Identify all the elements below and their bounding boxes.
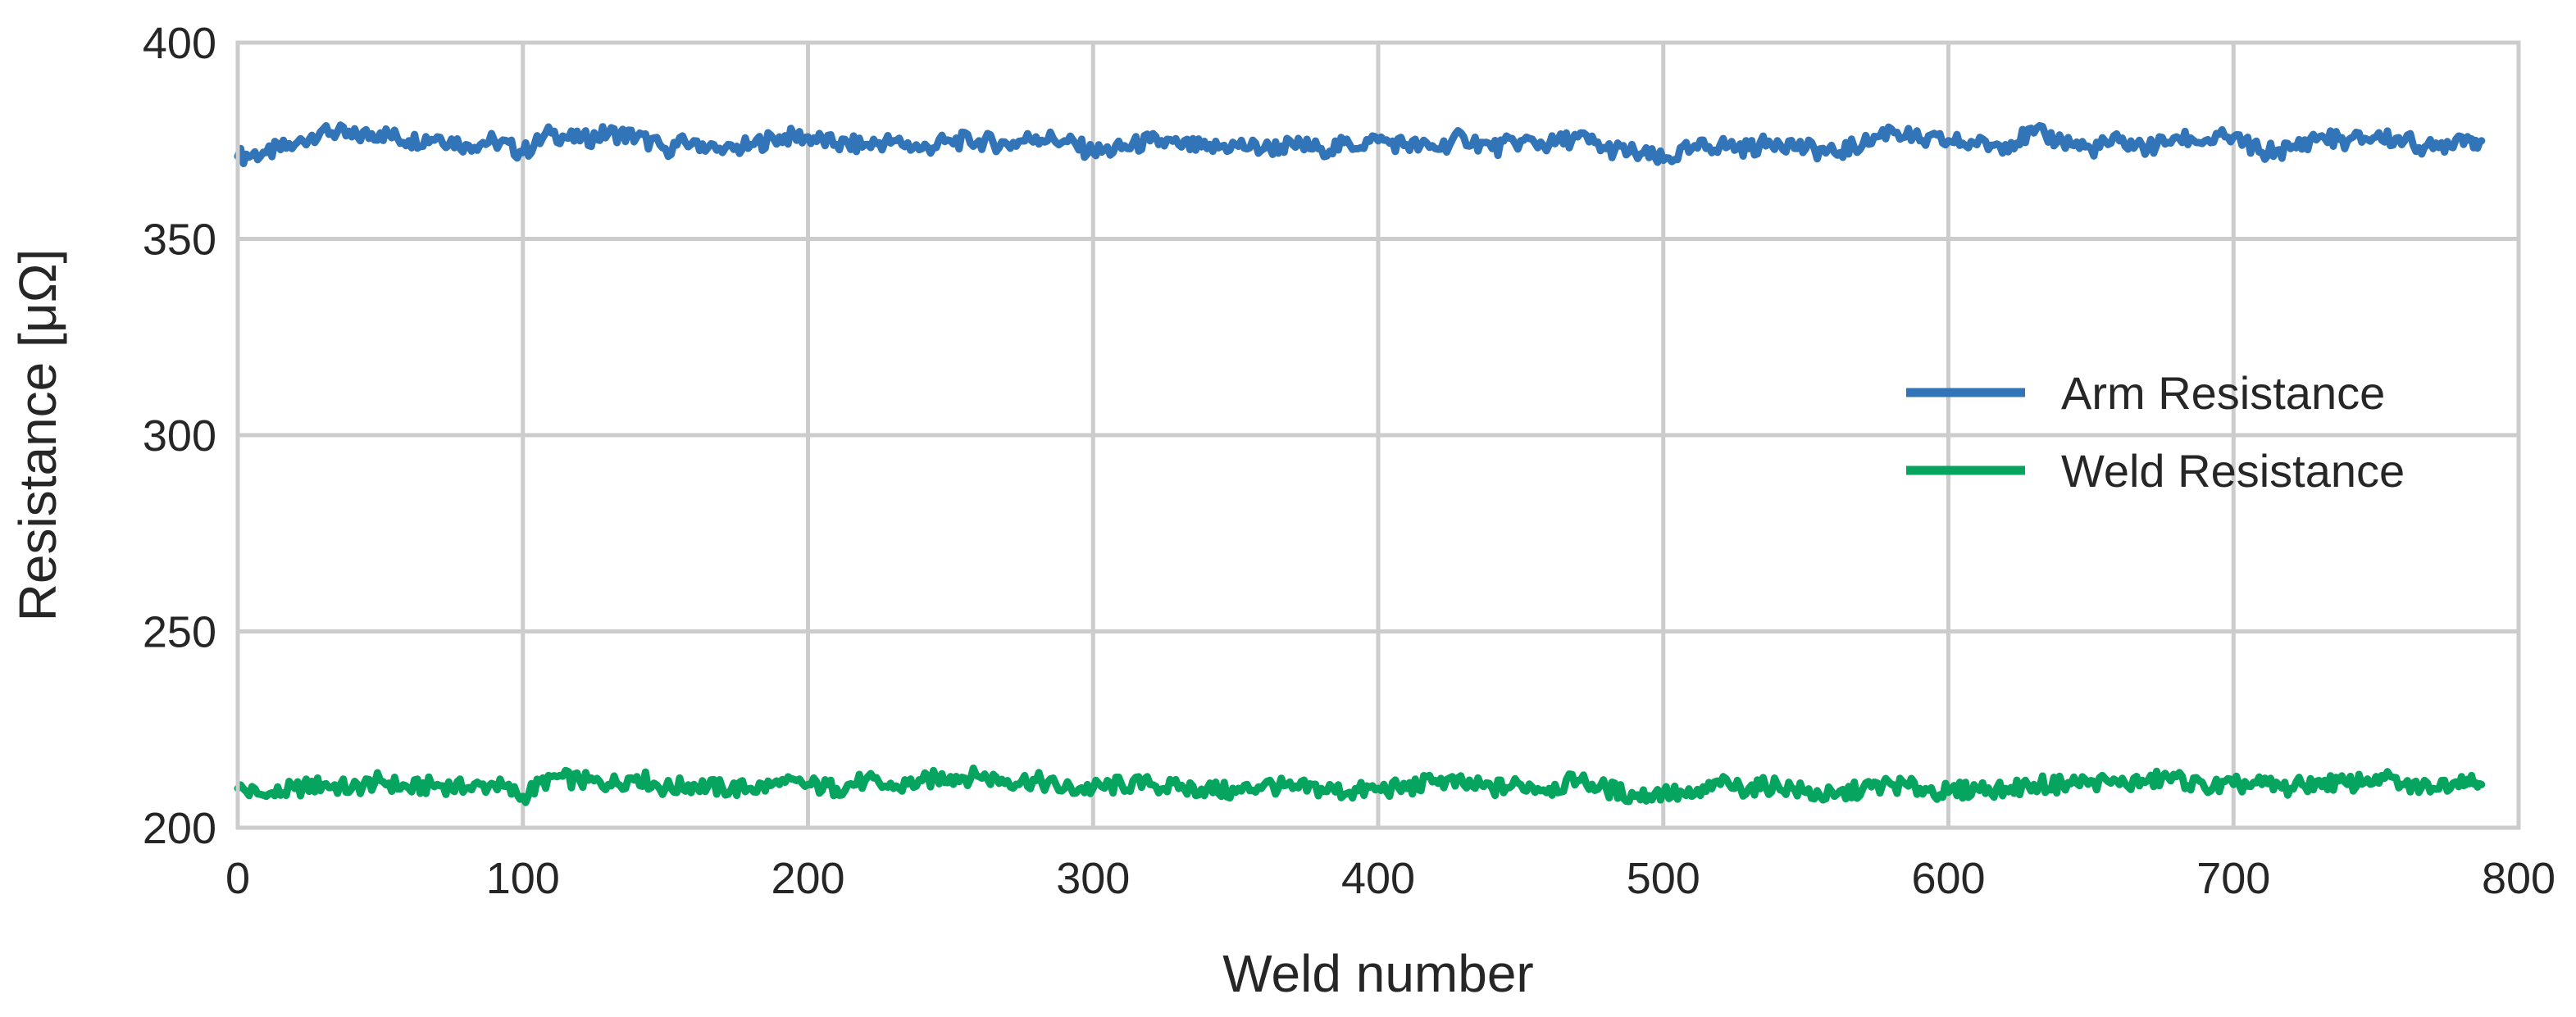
x-tick-label: 700 — [2196, 854, 2270, 903]
x-tick-label: 400 — [1341, 854, 1415, 903]
plot-frame — [235, 40, 2521, 830]
y-axis-label: Resistance [μΩ] — [8, 249, 67, 622]
x-tick-label: 500 — [1627, 854, 1700, 903]
y-tick-label: 350 — [143, 216, 216, 265]
y-tick-label: 250 — [143, 608, 216, 657]
legend-label-weld-resistance: Weld Resistance — [2061, 445, 2405, 497]
series-line-arm-resistance — [234, 121, 2486, 167]
x-tick-label: 0 — [225, 854, 250, 903]
y-tick-labels: 200 250 300 350 400 — [143, 19, 216, 853]
y-tick-label: 200 — [143, 804, 216, 853]
legend-label-arm-resistance: Arm Resistance — [2061, 367, 2385, 419]
x-tick-label: 300 — [1056, 854, 1130, 903]
x-tick-labels: 0 100 200 300 400 500 600 700 800 — [225, 854, 2556, 903]
y-tick-label: 300 — [143, 411, 216, 461]
series-line-weld-resistance — [234, 764, 2486, 806]
x-axis-label: Weld number — [1222, 944, 1533, 1003]
series-lines — [234, 121, 2486, 806]
legend: Arm Resistance Weld Resistance — [1906, 367, 2405, 497]
x-tick-label: 600 — [1911, 854, 1985, 903]
y-tick-label: 400 — [143, 19, 216, 68]
x-tick-label: 100 — [486, 854, 560, 903]
x-tick-label: 800 — [2482, 854, 2556, 903]
x-tick-label: 200 — [771, 854, 844, 903]
